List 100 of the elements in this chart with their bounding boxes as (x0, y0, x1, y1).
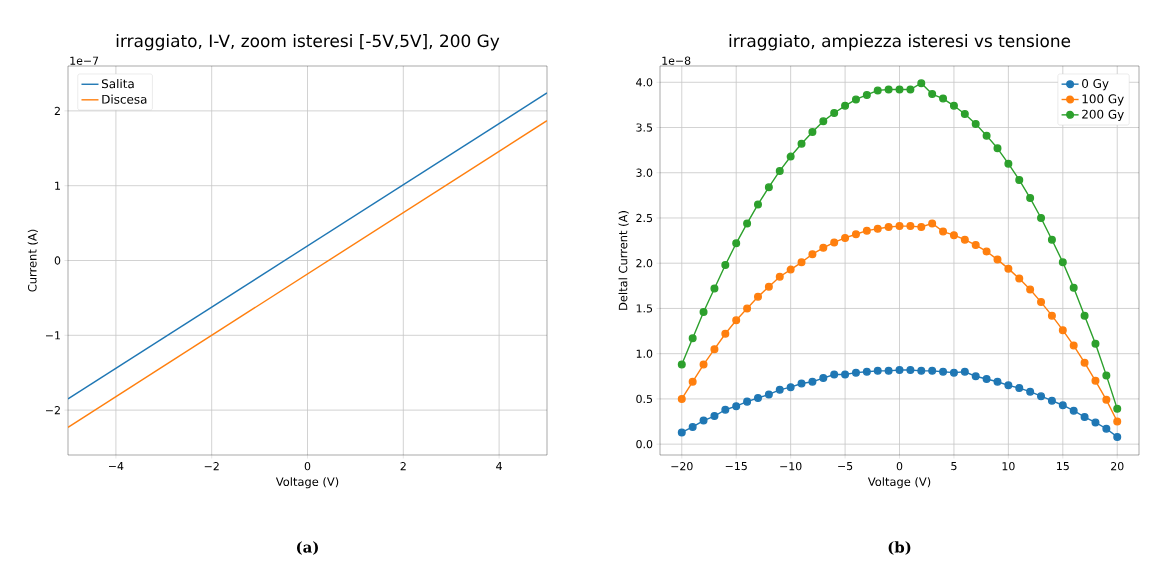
point (982, 375, 991, 384)
legend-label: Salita (101, 78, 134, 89)
point (917, 79, 926, 88)
point (1069, 406, 1078, 415)
point (993, 144, 1002, 153)
point (971, 119, 980, 128)
point (699, 416, 708, 425)
point (786, 383, 795, 392)
point (1004, 159, 1013, 168)
point (928, 219, 937, 228)
point (1113, 417, 1122, 426)
point (1058, 326, 1067, 335)
y-tick-label: 2.0 (636, 259, 653, 268)
y-tick-label: 1 (55, 181, 60, 190)
point (939, 367, 948, 376)
point (993, 377, 1002, 386)
point (1058, 401, 1067, 410)
x-tick-label: 0 (304, 462, 311, 471)
point (1069, 341, 1078, 350)
x-axis-title: Voltage (V) (867, 477, 931, 489)
point (797, 258, 806, 267)
point (677, 394, 686, 403)
point (808, 377, 817, 386)
point (971, 372, 980, 381)
point (1026, 387, 1035, 396)
point (775, 166, 784, 175)
point (884, 223, 893, 232)
point (960, 367, 969, 376)
point (1037, 213, 1046, 222)
point (939, 94, 948, 103)
y-tick-label: 4.0 (636, 78, 653, 87)
point (688, 422, 697, 431)
point (786, 152, 795, 161)
point (949, 101, 958, 110)
point (917, 223, 926, 232)
point (982, 131, 991, 140)
point (851, 230, 860, 239)
point (862, 226, 871, 235)
point (1091, 376, 1100, 385)
point (786, 265, 795, 274)
text: 1e−7 (70, 56, 99, 65)
point (1004, 264, 1013, 273)
point (1047, 311, 1056, 320)
point (862, 367, 871, 376)
x-tick-label: 5 (951, 462, 957, 471)
point (1080, 358, 1089, 367)
legend-label: 0 Gy (1082, 78, 1109, 91)
x-tick-label: −10 (780, 462, 802, 471)
point (688, 334, 697, 343)
point (906, 222, 915, 231)
point (1047, 235, 1056, 244)
point (764, 282, 773, 291)
point (743, 397, 752, 406)
point (743, 219, 752, 228)
point (677, 428, 686, 437)
point (960, 235, 969, 244)
point (906, 85, 915, 94)
x-tick-label: 2 (400, 462, 406, 471)
point (895, 222, 904, 231)
x-axis-title: Voltage (V) (275, 477, 339, 489)
point (1037, 392, 1046, 401)
point (1113, 404, 1122, 413)
y-tick-label: 1.0 (636, 349, 653, 358)
point (917, 366, 926, 375)
point (1026, 194, 1035, 203)
point (1113, 432, 1122, 441)
x-tick-label: −2 (204, 462, 219, 471)
point (895, 85, 904, 94)
point (830, 370, 839, 379)
point (819, 117, 828, 126)
point (1091, 339, 1100, 348)
point (1058, 258, 1067, 267)
y-tick-label: 2 (54, 106, 60, 115)
y-tick-label: 0.0 (636, 440, 653, 449)
point (775, 385, 784, 394)
point (710, 412, 719, 421)
x-tick-label: −20 (671, 462, 693, 471)
x-tick-label: −15 (725, 462, 747, 471)
point (1015, 274, 1024, 283)
legend-label: 100 Gy (1082, 94, 1124, 106)
point (1015, 384, 1024, 393)
point (993, 255, 1002, 264)
point (830, 238, 839, 247)
point (939, 227, 948, 236)
point (699, 308, 708, 317)
point (1015, 175, 1024, 184)
point (841, 233, 850, 242)
point (753, 292, 762, 301)
point (928, 366, 937, 375)
y-axis-title: Deltal Current (A) (618, 211, 629, 310)
y-tick-label: 0 (54, 256, 61, 265)
legend-label: Discesa (102, 94, 147, 104)
point (743, 304, 752, 313)
x-tick-label: 20 (1111, 462, 1124, 471)
point (895, 365, 904, 374)
y-tick-label: 3.0 (636, 168, 653, 177)
point (873, 224, 882, 233)
point (688, 377, 697, 386)
legend-label: 200 Gy (1082, 109, 1124, 122)
y-tick-label: −1 (45, 331, 60, 340)
